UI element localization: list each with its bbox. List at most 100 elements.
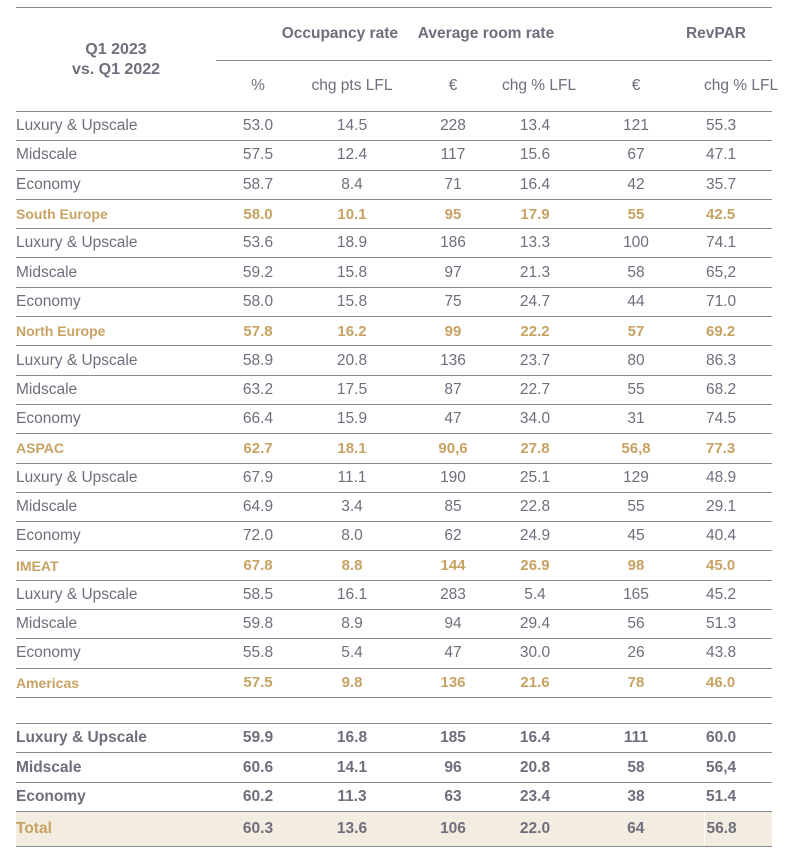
segment-row: Luxury & Upscale 67.9 11.1 190 25.1 129 48.9 — [16, 463, 772, 493]
cell-arr-chg: 30.0 — [502, 638, 568, 669]
cell-arr-eur: 63 — [404, 782, 502, 813]
cell-arr-chg: 24.9 — [502, 521, 568, 552]
row-label: South Europe — [16, 199, 216, 230]
cell-arr-eur: 71 — [404, 170, 502, 200]
cell-occupancy-chg: 11.1 — [300, 463, 404, 493]
occupancy-rate-header: Occupancy rate — [216, 7, 404, 61]
cell-arr-eur: 190 — [404, 463, 502, 493]
cell-arr-chg: 16.4 — [502, 723, 568, 754]
row-label: Luxury & Upscale — [16, 580, 216, 611]
subheader-3: chg % LFL — [502, 60, 576, 112]
segment-row: Midscale 59.8 8.9 94 29.4 56 51.3 — [16, 609, 772, 640]
cell-occupancy-pct: 64.9 — [216, 492, 300, 523]
cell-revpar-eur: 31 — [568, 404, 704, 435]
cell-occupancy-pct: 53.0 — [216, 111, 300, 142]
summary-row: Luxury & Upscale 59.9 16.8 185 16.4 111 60.0 — [16, 723, 772, 754]
cell-arr-chg: 34.0 — [502, 404, 568, 435]
cell-arr-eur: 85 — [404, 492, 502, 523]
cell-arr-chg: 22.0 — [502, 811, 568, 848]
hotel-performance-table: Q1 2023 vs. Q1 2022 Occupancy rate Averag… — [16, 7, 778, 848]
subheader-2: € — [404, 60, 502, 112]
cell-revpar-chg: 47.1 — [704, 140, 772, 171]
row-label: Economy — [16, 638, 216, 669]
cell-arr-chg: 16.4 — [502, 170, 568, 200]
subheader-5: chg % LFL — [704, 60, 778, 112]
cell-arr-chg: 17.9 — [502, 199, 568, 230]
cell-revpar-chg: 43.8 — [704, 638, 772, 669]
cell-revpar-eur: 55 — [568, 492, 704, 523]
cell-arr-chg: 20.8 — [502, 752, 568, 783]
cell-arr-chg: 22.8 — [502, 492, 568, 523]
segment-row: Luxury & Upscale 58.5 16.1 283 5.4 165 45.2 — [16, 580, 772, 611]
row-label: Economy — [16, 404, 216, 435]
period-header: Q1 2023 vs. Q1 2022 — [16, 7, 216, 112]
cell-occupancy-chg: 14.1 — [300, 752, 404, 783]
cell-arr-eur: 283 — [404, 580, 502, 611]
cell-revpar-chg: 40.4 — [704, 521, 772, 552]
segment-row: Midscale 63.2 17.5 87 22.7 55 68.2 — [16, 375, 772, 405]
cell-revpar-chg: 46.0 — [704, 668, 772, 698]
cell-occupancy-pct: 59.9 — [216, 723, 300, 754]
cell-occupancy-pct: 66.4 — [216, 404, 300, 435]
row-label: Luxury & Upscale — [16, 111, 216, 142]
cell-occupancy-chg: 8.9 — [300, 609, 404, 640]
row-label: Economy — [16, 170, 216, 200]
cell-revpar-eur: 56 — [568, 609, 704, 640]
segment-row: Luxury & Upscale 53.6 18.9 186 13.3 100 74.1 — [16, 228, 772, 259]
cell-revpar-chg: 51.3 — [704, 609, 772, 640]
segment-row: Economy 55.8 5.4 47 30.0 26 43.8 — [16, 638, 772, 669]
cell-occupancy-chg: 16.1 — [300, 580, 404, 611]
cell-occupancy-chg: 8.0 — [300, 521, 404, 552]
cell-occupancy-chg: 10.1 — [300, 199, 404, 230]
cell-occupancy-pct: 67.8 — [216, 550, 300, 581]
row-label: Economy — [16, 521, 216, 552]
cell-revpar-chg: 45.0 — [704, 550, 772, 581]
cell-revpar-eur: 80 — [568, 345, 704, 376]
cell-revpar-eur: 64 — [568, 811, 704, 848]
segment-row: Midscale 64.9 3.4 85 22.8 55 29.1 — [16, 492, 772, 523]
cell-occupancy-chg: 11.3 — [300, 782, 404, 813]
cell-occupancy-chg: 15.9 — [300, 404, 404, 435]
cell-occupancy-chg: 16.2 — [300, 316, 404, 347]
cell-occupancy-pct: 63.2 — [216, 375, 300, 405]
cell-occupancy-pct: 58.0 — [216, 287, 300, 318]
revpar-header: RevPAR — [568, 7, 772, 61]
summary-row: Midscale 60.6 14.1 96 20.8 58 56,4 — [16, 752, 772, 783]
cell-arr-eur: 75 — [404, 287, 502, 318]
cell-revpar-eur: 58 — [568, 752, 704, 783]
row-label: Midscale — [16, 375, 216, 405]
cell-arr-chg: 13.4 — [502, 111, 568, 142]
cell-occupancy-chg: 17.5 — [300, 375, 404, 405]
cell-revpar-eur: 121 — [568, 111, 704, 142]
cell-revpar-chg: 51.4 — [704, 782, 772, 813]
cell-revpar-chg: 77.3 — [704, 433, 772, 464]
cell-occupancy-chg: 13.6 — [300, 811, 404, 848]
region-row: North Europe 57.8 16.2 99 22.2 57 69.2 — [16, 316, 772, 347]
row-label: Americas — [16, 668, 216, 698]
row-label: Luxury & Upscale — [16, 723, 216, 754]
cell-arr-eur: 136 — [404, 668, 502, 698]
cell-occupancy-pct: 67.9 — [216, 463, 300, 493]
cell-arr-eur: 228 — [404, 111, 502, 142]
row-label: Midscale — [16, 609, 216, 640]
subheader-0: % — [216, 60, 300, 112]
cell-occupancy-pct: 58.7 — [216, 170, 300, 200]
cell-arr-eur: 99 — [404, 316, 502, 347]
cell-arr-eur: 90,6 — [404, 433, 502, 464]
cell-revpar-chg: 69.2 — [704, 316, 772, 347]
cell-occupancy-chg: 5.4 — [300, 638, 404, 669]
cell-arr-chg: 24.7 — [502, 287, 568, 318]
cell-revpar-chg: 48.9 — [704, 463, 772, 493]
cell-revpar-eur: 38 — [568, 782, 704, 813]
row-label: Luxury & Upscale — [16, 228, 216, 259]
cell-occupancy-chg: 20.8 — [300, 345, 404, 376]
cell-revpar-chg: 56,4 — [704, 752, 772, 783]
segment-row: Midscale 57.5 12.4 117 15.6 67 47.1 — [16, 140, 772, 171]
region-row: Americas 57.5 9.8 136 21.6 78 46.0 — [16, 668, 772, 698]
cell-arr-eur: 185 — [404, 723, 502, 754]
gap-row — [16, 697, 772, 724]
cell-occupancy-pct: 55.8 — [216, 638, 300, 669]
cell-revpar-chg: 35.7 — [704, 170, 772, 200]
cell-arr-chg: 13.3 — [502, 228, 568, 259]
cell-occupancy-pct: 59.8 — [216, 609, 300, 640]
